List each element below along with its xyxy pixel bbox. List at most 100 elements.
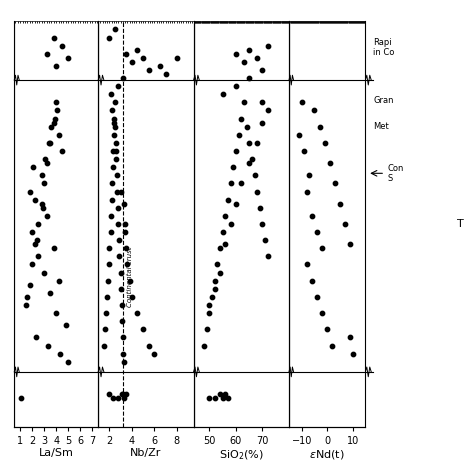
Point (206, 310, 213, 317)
X-axis label: Nb/Zr: Nb/Zr (130, 448, 162, 458)
Point (112, 139, 120, 147)
Point (264, 253, 272, 260)
Point (104, 277, 112, 284)
Point (115, 394, 122, 402)
Point (35, 220, 42, 228)
Point (216, 391, 224, 398)
Text: Continental crust: Continental crust (101, 246, 108, 307)
Point (46, 139, 54, 147)
Point (219, 394, 227, 402)
Point (109, 147, 117, 155)
Point (237, 180, 245, 187)
Point (120, 200, 128, 208)
Point (118, 391, 126, 398)
Point (209, 293, 216, 301)
Point (323, 326, 331, 333)
Point (211, 394, 219, 402)
Point (115, 204, 122, 211)
Point (156, 62, 164, 70)
Point (118, 301, 126, 309)
Point (117, 285, 124, 292)
Point (259, 66, 266, 74)
Point (151, 350, 158, 357)
Point (221, 391, 229, 398)
Point (122, 245, 130, 252)
Point (38, 200, 46, 208)
Point (29, 164, 37, 171)
Point (346, 240, 354, 248)
Point (120, 394, 128, 402)
Point (254, 54, 261, 62)
Point (216, 269, 224, 276)
Point (28, 261, 36, 268)
Point (326, 159, 334, 167)
Point (53, 99, 60, 106)
Point (328, 342, 336, 349)
Point (40, 180, 48, 187)
Point (33, 237, 41, 244)
Point (47, 123, 55, 130)
Point (51, 115, 59, 122)
Point (308, 212, 316, 219)
Point (109, 394, 117, 402)
Point (237, 115, 245, 122)
Point (122, 391, 130, 398)
X-axis label: La/Sm: La/Sm (39, 448, 73, 458)
Point (211, 285, 219, 292)
Point (246, 139, 253, 147)
Point (318, 310, 326, 317)
Point (119, 391, 127, 398)
Point (259, 119, 266, 127)
Point (107, 212, 114, 219)
Point (108, 196, 116, 203)
Point (108, 180, 116, 187)
Point (107, 91, 114, 98)
Point (124, 261, 131, 268)
Point (246, 46, 253, 54)
Point (298, 99, 305, 106)
Point (43, 159, 50, 167)
Point (116, 253, 123, 260)
Point (201, 342, 208, 349)
Point (39, 204, 47, 211)
Point (173, 54, 181, 62)
Point (111, 26, 119, 33)
Text: T: T (456, 219, 463, 229)
Point (26, 281, 34, 289)
Point (256, 204, 264, 211)
Point (219, 228, 227, 236)
Point (227, 180, 235, 187)
Point (106, 261, 113, 268)
Point (310, 107, 318, 114)
Point (203, 326, 210, 333)
Point (331, 180, 338, 187)
Text: Continental crust: Continental crust (127, 246, 133, 307)
Point (128, 293, 136, 301)
Point (240, 99, 248, 106)
Point (316, 123, 323, 130)
Point (295, 131, 303, 138)
Point (43, 50, 50, 57)
Point (341, 220, 349, 228)
Point (318, 245, 326, 252)
Point (219, 91, 227, 98)
Point (336, 200, 344, 208)
Point (313, 228, 321, 236)
Point (162, 70, 169, 78)
Point (303, 261, 310, 268)
Point (259, 99, 266, 106)
Point (111, 123, 119, 130)
Point (115, 220, 122, 228)
Point (214, 261, 221, 268)
Point (109, 164, 117, 171)
Point (115, 82, 122, 90)
Point (22, 301, 30, 309)
Text: Met: Met (373, 122, 389, 131)
Point (206, 394, 213, 402)
Point (46, 289, 54, 297)
Point (32, 334, 40, 341)
Point (235, 131, 242, 138)
Point (120, 358, 128, 365)
Point (232, 50, 240, 57)
Point (26, 188, 34, 195)
